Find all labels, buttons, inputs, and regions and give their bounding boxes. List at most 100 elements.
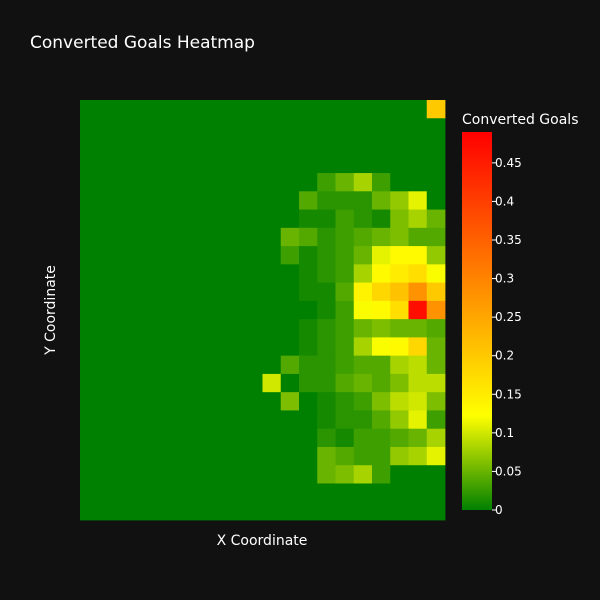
heatmap-cell xyxy=(426,319,446,338)
heatmap-cell xyxy=(244,319,263,338)
heatmap-cell xyxy=(153,355,172,375)
heatmap-cell xyxy=(280,154,300,174)
heatmap-cell xyxy=(171,264,190,284)
heatmap-cell xyxy=(317,392,336,411)
heatmap-cell xyxy=(280,428,300,448)
heatmap-cell xyxy=(134,300,154,320)
heatmap-cell xyxy=(353,501,373,521)
heatmap-cell xyxy=(372,136,391,156)
heatmap-cell xyxy=(226,392,245,411)
heatmap-cell xyxy=(372,173,391,192)
heatmap-cell xyxy=(299,264,318,284)
heatmap-cell xyxy=(280,446,300,466)
heatmap-cell xyxy=(189,465,209,484)
heatmap-cell xyxy=(262,483,282,503)
heatmap-cell xyxy=(226,191,245,210)
heatmap-cell xyxy=(244,300,263,320)
heatmap-cell xyxy=(335,373,355,393)
heatmap-cell xyxy=(116,410,136,430)
heatmap-cell xyxy=(207,392,227,411)
heatmap-cell xyxy=(189,300,209,320)
heatmap-cell xyxy=(280,209,300,229)
heatmap-cell xyxy=(244,446,263,466)
heatmap-cell xyxy=(116,392,136,411)
heatmap-cell xyxy=(244,136,263,156)
heatmap-cell xyxy=(207,118,227,137)
heatmap-cell xyxy=(280,282,300,302)
heatmap-cell xyxy=(408,319,428,338)
heatmap-cell xyxy=(408,264,428,284)
heatmap-cell xyxy=(171,209,190,229)
heatmap-cell xyxy=(372,246,391,265)
heatmap-cell xyxy=(426,227,446,247)
heatmap-cell xyxy=(353,264,373,284)
heatmap-cell xyxy=(80,483,99,503)
heatmap-cell xyxy=(390,410,409,430)
heatmap-cell xyxy=(134,136,154,156)
heatmap-cell xyxy=(317,483,336,503)
colorbar-title: Converted Goals xyxy=(462,112,578,128)
heatmap-cell xyxy=(134,428,154,448)
heatmap-cell xyxy=(207,501,227,521)
heatmap-cell xyxy=(226,483,245,503)
heatmap-cell xyxy=(426,392,446,411)
heatmap-cell xyxy=(299,282,318,302)
heatmap-cell xyxy=(299,446,318,466)
heatmap-cell xyxy=(189,337,209,357)
heatmap-cell xyxy=(226,501,245,521)
heatmap-cell xyxy=(189,410,209,430)
heatmap-cell xyxy=(317,501,336,521)
heatmap-cell xyxy=(116,209,136,229)
heatmap-cell xyxy=(426,337,446,357)
heatmap-cell xyxy=(153,282,172,302)
heatmap-cell xyxy=(390,373,409,393)
heatmap-cell xyxy=(207,319,227,338)
heatmap-cell xyxy=(207,227,227,247)
heatmap-cell xyxy=(244,100,263,119)
heatmap-cell xyxy=(372,355,391,375)
heatmap-cell xyxy=(98,227,117,247)
heatmap-cell xyxy=(372,227,391,247)
heatmap-cell xyxy=(134,465,154,484)
heatmap-cell xyxy=(98,173,117,192)
heatmap-cell xyxy=(80,264,99,284)
heatmap-cell xyxy=(262,501,282,521)
heatmap-cell xyxy=(244,465,263,484)
heatmap-cell xyxy=(153,136,172,156)
heatmap-cell xyxy=(353,282,373,302)
heatmap-cell xyxy=(262,465,282,484)
heatmap-cell xyxy=(171,300,190,320)
heatmap-cell xyxy=(80,501,99,521)
heatmap-cell xyxy=(244,282,263,302)
heatmap-cell xyxy=(98,355,117,375)
heatmap-cell xyxy=(207,410,227,430)
heatmap-cell xyxy=(262,373,282,393)
heatmap-cell xyxy=(390,209,409,229)
heatmap-cell xyxy=(408,209,428,229)
heatmap-cell xyxy=(299,136,318,156)
heatmap-cell xyxy=(207,173,227,192)
heatmap-cell xyxy=(153,173,172,192)
heatmap-cell xyxy=(171,392,190,411)
heatmap-cell xyxy=(226,446,245,466)
heatmap-cell xyxy=(116,337,136,357)
heatmap-cell xyxy=(408,355,428,375)
colorbar-tick-label: 0.25 xyxy=(495,310,522,324)
heatmap-cell xyxy=(335,209,355,229)
heatmap-cell xyxy=(408,501,428,521)
heatmap-cell xyxy=(80,136,99,156)
heatmap-cell xyxy=(280,173,300,192)
heatmap-cell xyxy=(98,501,117,521)
heatmap-cell xyxy=(372,118,391,137)
heatmap-cell xyxy=(372,428,391,448)
heatmap-cell xyxy=(262,100,282,119)
heatmap-cell xyxy=(153,428,172,448)
heatmap-cell xyxy=(153,264,172,284)
heatmap-cell xyxy=(299,300,318,320)
heatmap-cell xyxy=(207,282,227,302)
heatmap-cell xyxy=(116,501,136,521)
heatmap-cell xyxy=(280,337,300,357)
heatmap-cell xyxy=(408,428,428,448)
heatmap-cell xyxy=(98,191,117,210)
heatmap-cell xyxy=(116,355,136,375)
